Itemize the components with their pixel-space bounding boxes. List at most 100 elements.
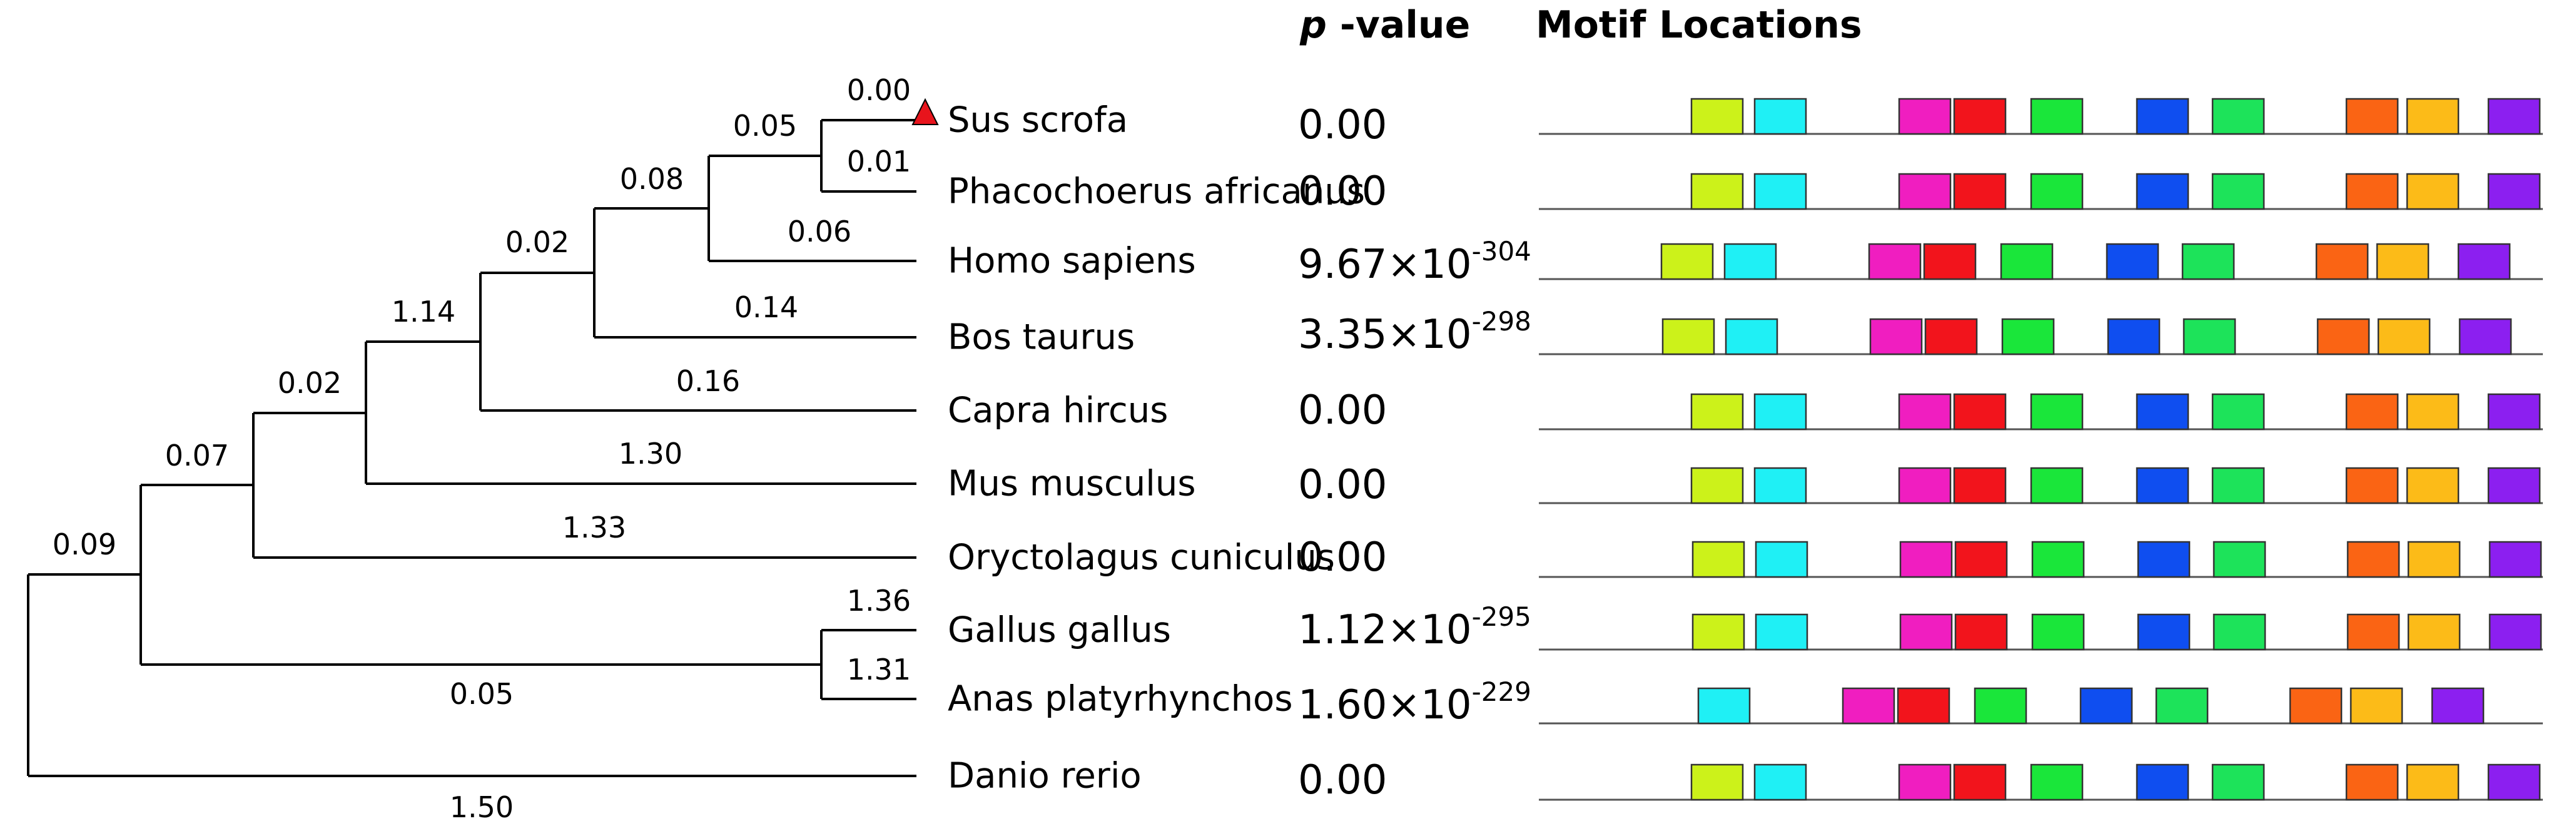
species-name: Phacochoerus africanus: [948, 171, 1365, 212]
motif-6-box: [2079, 687, 2133, 725]
motif-7-box: [2211, 98, 2265, 135]
motif-5-box: [2031, 541, 2085, 578]
p-value: 1.12×10-295: [1298, 601, 1531, 654]
motif-9-box: [2350, 687, 2403, 725]
motif-7-box: [2211, 393, 2265, 431]
motif-3-box: [1899, 613, 1953, 651]
motif-1-box: [1661, 318, 1715, 355]
motif-2-box: [1725, 318, 1778, 355]
motif-7-box: [2213, 541, 2266, 578]
motif-9-box: [2376, 243, 2430, 280]
branch-length-labels: 0.00 0.01 0.05 0.06 0.08 0.14 0.02 0.16 …: [53, 73, 911, 824]
motif-1-box: [1691, 541, 1745, 578]
motif-2-box: [1697, 687, 1751, 725]
motif-4-box: [1953, 393, 2007, 431]
motif-6-box: [2136, 173, 2189, 210]
motif-3-box: [1899, 541, 1953, 578]
motif-5-box: [2030, 467, 2084, 504]
motif-6-box: [2136, 467, 2189, 504]
species-name: Danio rerio: [948, 756, 1142, 797]
motif-locations-header: Motif Locations: [1536, 3, 1862, 47]
motif-1-box: [1690, 173, 1744, 210]
p-value: 0.00: [1298, 534, 1387, 581]
branch-label-mus: 1.30: [619, 437, 682, 471]
motif-8-box: [2289, 687, 2343, 725]
motif-3-box: [1898, 467, 1952, 504]
motif-10-box: [2488, 613, 2542, 651]
motif-track: [1539, 318, 2543, 355]
p-value: 0.00: [1298, 102, 1387, 148]
motif-track: [1539, 687, 2543, 725]
motif-8-box: [2346, 541, 2400, 578]
motif-5-box: [2001, 318, 2055, 355]
motif-7-box: [2213, 613, 2266, 651]
motif-7-box: [2183, 318, 2236, 355]
motif-10-box: [2487, 467, 2541, 504]
motif-3-box: [1898, 173, 1952, 210]
motif-8-box: [2345, 393, 2399, 431]
branch-label-cap-clade: 1.14: [392, 295, 455, 329]
motif-track: [1539, 613, 2543, 651]
species-row: Mus musculus 0.00: [948, 462, 2543, 508]
motif-10-box: [2488, 541, 2542, 578]
motif-9-box: [2407, 613, 2461, 651]
motif-1-box: [1690, 98, 1744, 135]
branch-label-oryctolagus: 1.33: [562, 511, 626, 544]
motif-4-box: [1923, 243, 1977, 280]
branch-label-tetrapod-clade: 0.09: [53, 528, 116, 561]
motif-6-box: [2107, 318, 2161, 355]
motif-4-box: [1954, 541, 2008, 578]
branch-label-bird-clade: 0.05: [450, 677, 514, 711]
motif-1-box: [1691, 613, 1745, 651]
species-name: Bos taurus: [948, 317, 1135, 358]
motif-10-box: [2487, 763, 2541, 801]
species-row: Danio rerio 0.00: [948, 756, 2543, 803]
motif-1-box: [1690, 467, 1744, 504]
species-row: Oryctolagus cuniculus 0.00: [948, 534, 2543, 581]
p-value: 0.00: [1298, 387, 1387, 434]
motif-9-box: [2406, 467, 2460, 504]
motif-3-box: [1869, 318, 1923, 355]
motif-6-box: [2136, 393, 2189, 431]
motif-8-box: [2315, 243, 2369, 280]
motif-4-box: [1953, 98, 2007, 135]
species-row: Phacochoerus africanus 0.00: [948, 168, 2543, 215]
branch-label-capra: 0.16: [676, 364, 740, 398]
branch-label-hp-clade: 0.08: [620, 162, 684, 196]
branch-label-anas: 1.31: [847, 653, 911, 686]
motif-2-box: [1755, 613, 1808, 651]
motif-5-box: [2030, 173, 2084, 210]
species-name: Capra hircus: [948, 390, 1168, 431]
query-sequence-marker-icon: [911, 98, 939, 125]
branch-label-mus-clade: 0.02: [278, 366, 342, 400]
motif-7-box: [2155, 687, 2209, 725]
motif-10-box: [2431, 687, 2485, 725]
motif-2-box: [1753, 467, 1807, 504]
motif-3-box: [1898, 98, 1952, 135]
motif-7-box: [2211, 763, 2265, 801]
p-value: 0.00: [1298, 168, 1387, 215]
motif-8-box: [2345, 173, 2399, 210]
motif-10-box: [2487, 98, 2541, 135]
motif-5-box: [2000, 243, 2054, 280]
p-value: 0.00: [1298, 462, 1387, 508]
branch-label-phacochoerus: 0.01: [847, 145, 911, 178]
motif-6-box: [2136, 98, 2189, 135]
motif-2-box: [1753, 763, 1807, 801]
branch-label-mammal-clade: 0.07: [165, 439, 229, 472]
motif-9-box: [2377, 318, 2431, 355]
motif-7-box: [2211, 467, 2265, 504]
motif-3-box: [1898, 393, 1952, 431]
species-name: Oryctolagus cuniculus: [948, 538, 1335, 578]
p-value: 1.60×10-229: [1298, 676, 1531, 729]
p-value: 9.67×10-304: [1298, 236, 1531, 288]
p-value: 3.35×10-298: [1298, 306, 1531, 359]
motif-track: [1539, 467, 2543, 504]
p-value: 0.00: [1298, 757, 1387, 803]
motif-5-box: [2030, 98, 2084, 135]
motif-8-box: [2345, 98, 2399, 135]
motif-7-box: [2211, 173, 2265, 210]
motif-9-box: [2406, 173, 2460, 210]
species-name: Gallus gallus: [948, 610, 1171, 651]
